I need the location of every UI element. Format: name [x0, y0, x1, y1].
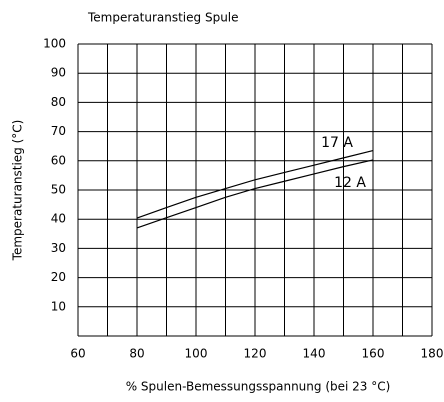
x-tick-label: 140 [303, 347, 326, 361]
x-tick-label: 100 [185, 347, 208, 361]
data-line [136, 159, 374, 229]
x-tick-label: 80 [129, 347, 144, 361]
y-tick-label: 60 [51, 153, 66, 167]
chart-title: Temperaturanstieg Spule [87, 11, 239, 25]
y-tick-label: 20 [51, 270, 66, 284]
y-tick-label: 50 [51, 183, 66, 197]
x-tick-label: 120 [244, 347, 267, 361]
y-axis-label: Temperaturanstieg (°C) [11, 120, 25, 262]
y-tick-label: 10 [51, 299, 66, 313]
series-label: 17 A [321, 135, 353, 151]
series-label: 12 A [334, 175, 366, 191]
x-tick-label: 160 [362, 347, 385, 361]
x-tick-label: 180 [421, 347, 444, 361]
x-tick-label: 60 [70, 347, 85, 361]
y-tick-label: 70 [51, 124, 66, 138]
x-axis-label: % Spulen-Bemessungsspannung (bei 23 °C) [126, 380, 391, 394]
y-tick-label: 90 [51, 66, 66, 80]
y-tick-label: 100 [43, 37, 66, 51]
data-line [136, 149, 374, 219]
y-tick-label: 40 [51, 212, 66, 226]
y-tick-label: 30 [51, 241, 66, 255]
y-tick-label: 80 [51, 95, 66, 109]
